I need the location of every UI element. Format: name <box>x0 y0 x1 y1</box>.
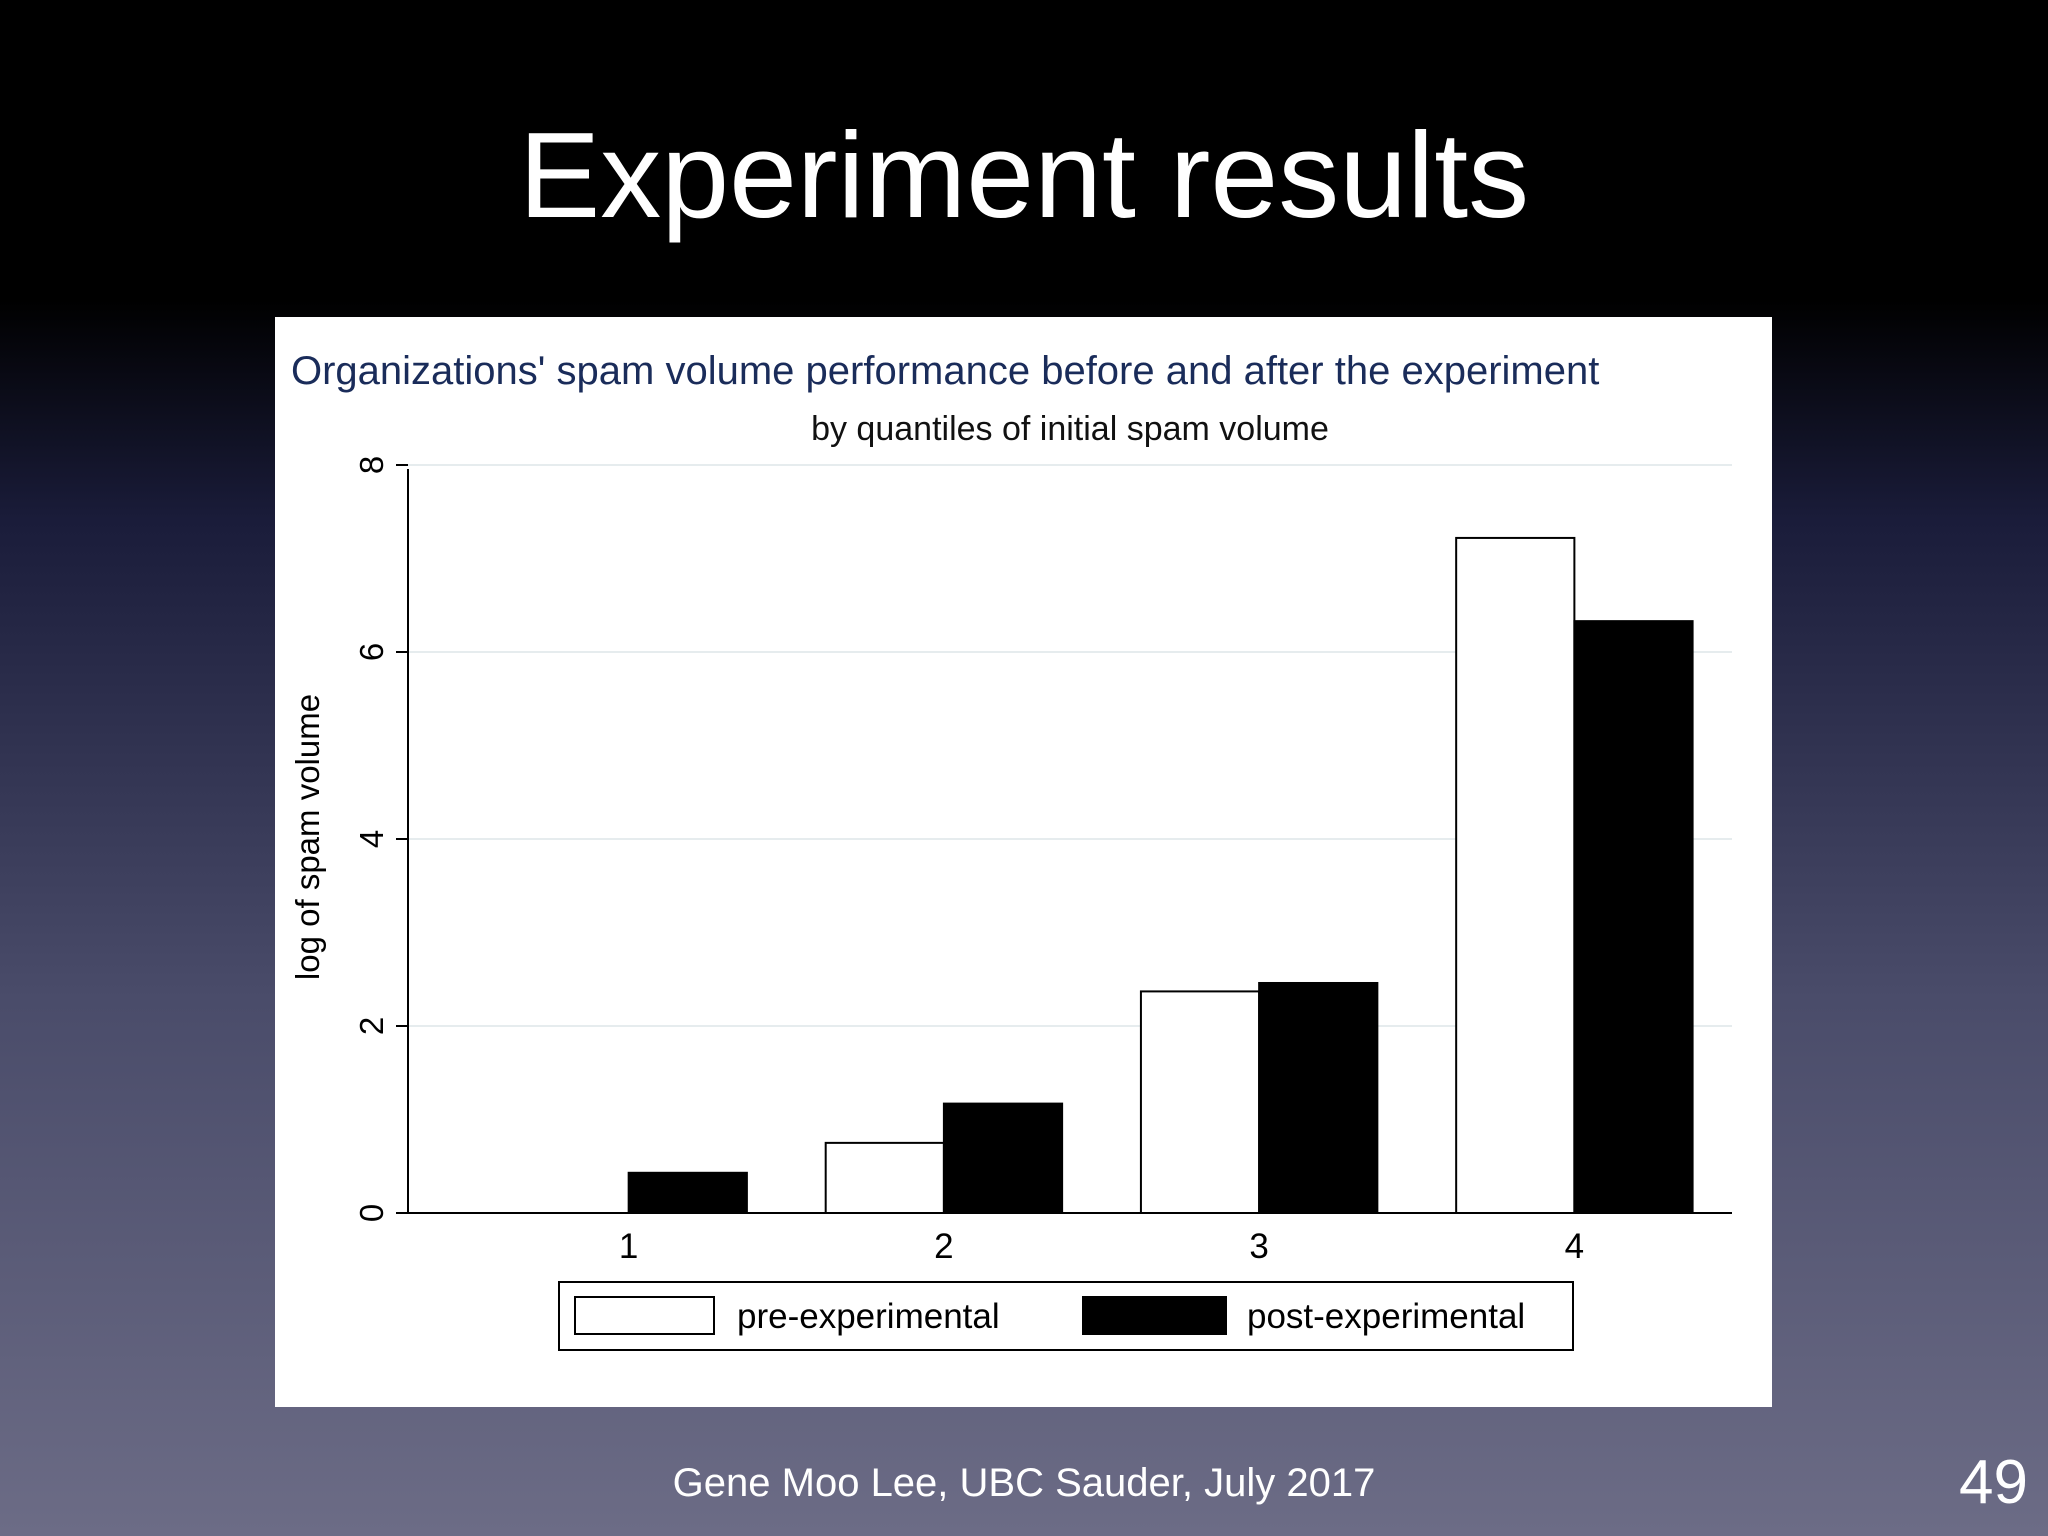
bar-chart: Organizations' spam volume performance b… <box>289 349 1732 1351</box>
x-tick-label-3: 3 <box>1249 1227 1268 1266</box>
legend: pre-experimental post-experimental <box>558 1281 1574 1351</box>
legend-box <box>558 1281 1574 1351</box>
legend-swatch-post-experimental <box>1082 1296 1227 1335</box>
legend-swatch-pre-experimental <box>574 1296 715 1335</box>
y-tick-label-4: 4 <box>353 830 390 848</box>
y-tick-label-0: 0 <box>353 1204 390 1222</box>
slide-footer: Gene Moo Lee, UBC Sauder, July 2017 <box>672 1461 1376 1505</box>
bar-post-experimental-4 <box>1573 620 1694 1214</box>
bar-post-experimental-2 <box>942 1102 1064 1214</box>
bar-pre-experimental-2 <box>824 1141 945 1214</box>
chart-title: Organizations' spam volume performance b… <box>291 349 1599 393</box>
bar-post-experimental-3 <box>1258 981 1379 1214</box>
bar-post-experimental-1 <box>627 1171 748 1214</box>
legend-label-post-experimental: post-experimental <box>1247 1297 1525 1336</box>
bar-pre-experimental-3 <box>1139 990 1261 1215</box>
y-axis-label: log of spam volume <box>289 694 326 980</box>
y-tick-label-8: 8 <box>353 456 390 474</box>
page-number: 49 <box>1959 1448 2028 1517</box>
chart-subtitle: by quantiles of initial spam volume <box>811 410 1329 448</box>
x-tick-label-2: 2 <box>934 1227 953 1266</box>
legend-label-pre-experimental: pre-experimental <box>737 1297 1000 1336</box>
chart-panel: Organizations' spam volume performance b… <box>275 317 1772 1407</box>
x-tick-label-1: 1 <box>619 1227 638 1266</box>
x-ticks: 1 2 3 4 <box>619 1227 1584 1266</box>
y-ticks: 0 2 4 6 8 <box>353 456 408 1222</box>
x-tick-label-4: 4 <box>1565 1227 1584 1266</box>
bars <box>627 536 1694 1215</box>
y-tick-label-2: 2 <box>353 1017 390 1035</box>
bar-pre-experimental-4 <box>1455 536 1576 1214</box>
slide-title: Experiment results <box>518 107 1530 243</box>
y-tick-label-6: 6 <box>353 643 390 661</box>
